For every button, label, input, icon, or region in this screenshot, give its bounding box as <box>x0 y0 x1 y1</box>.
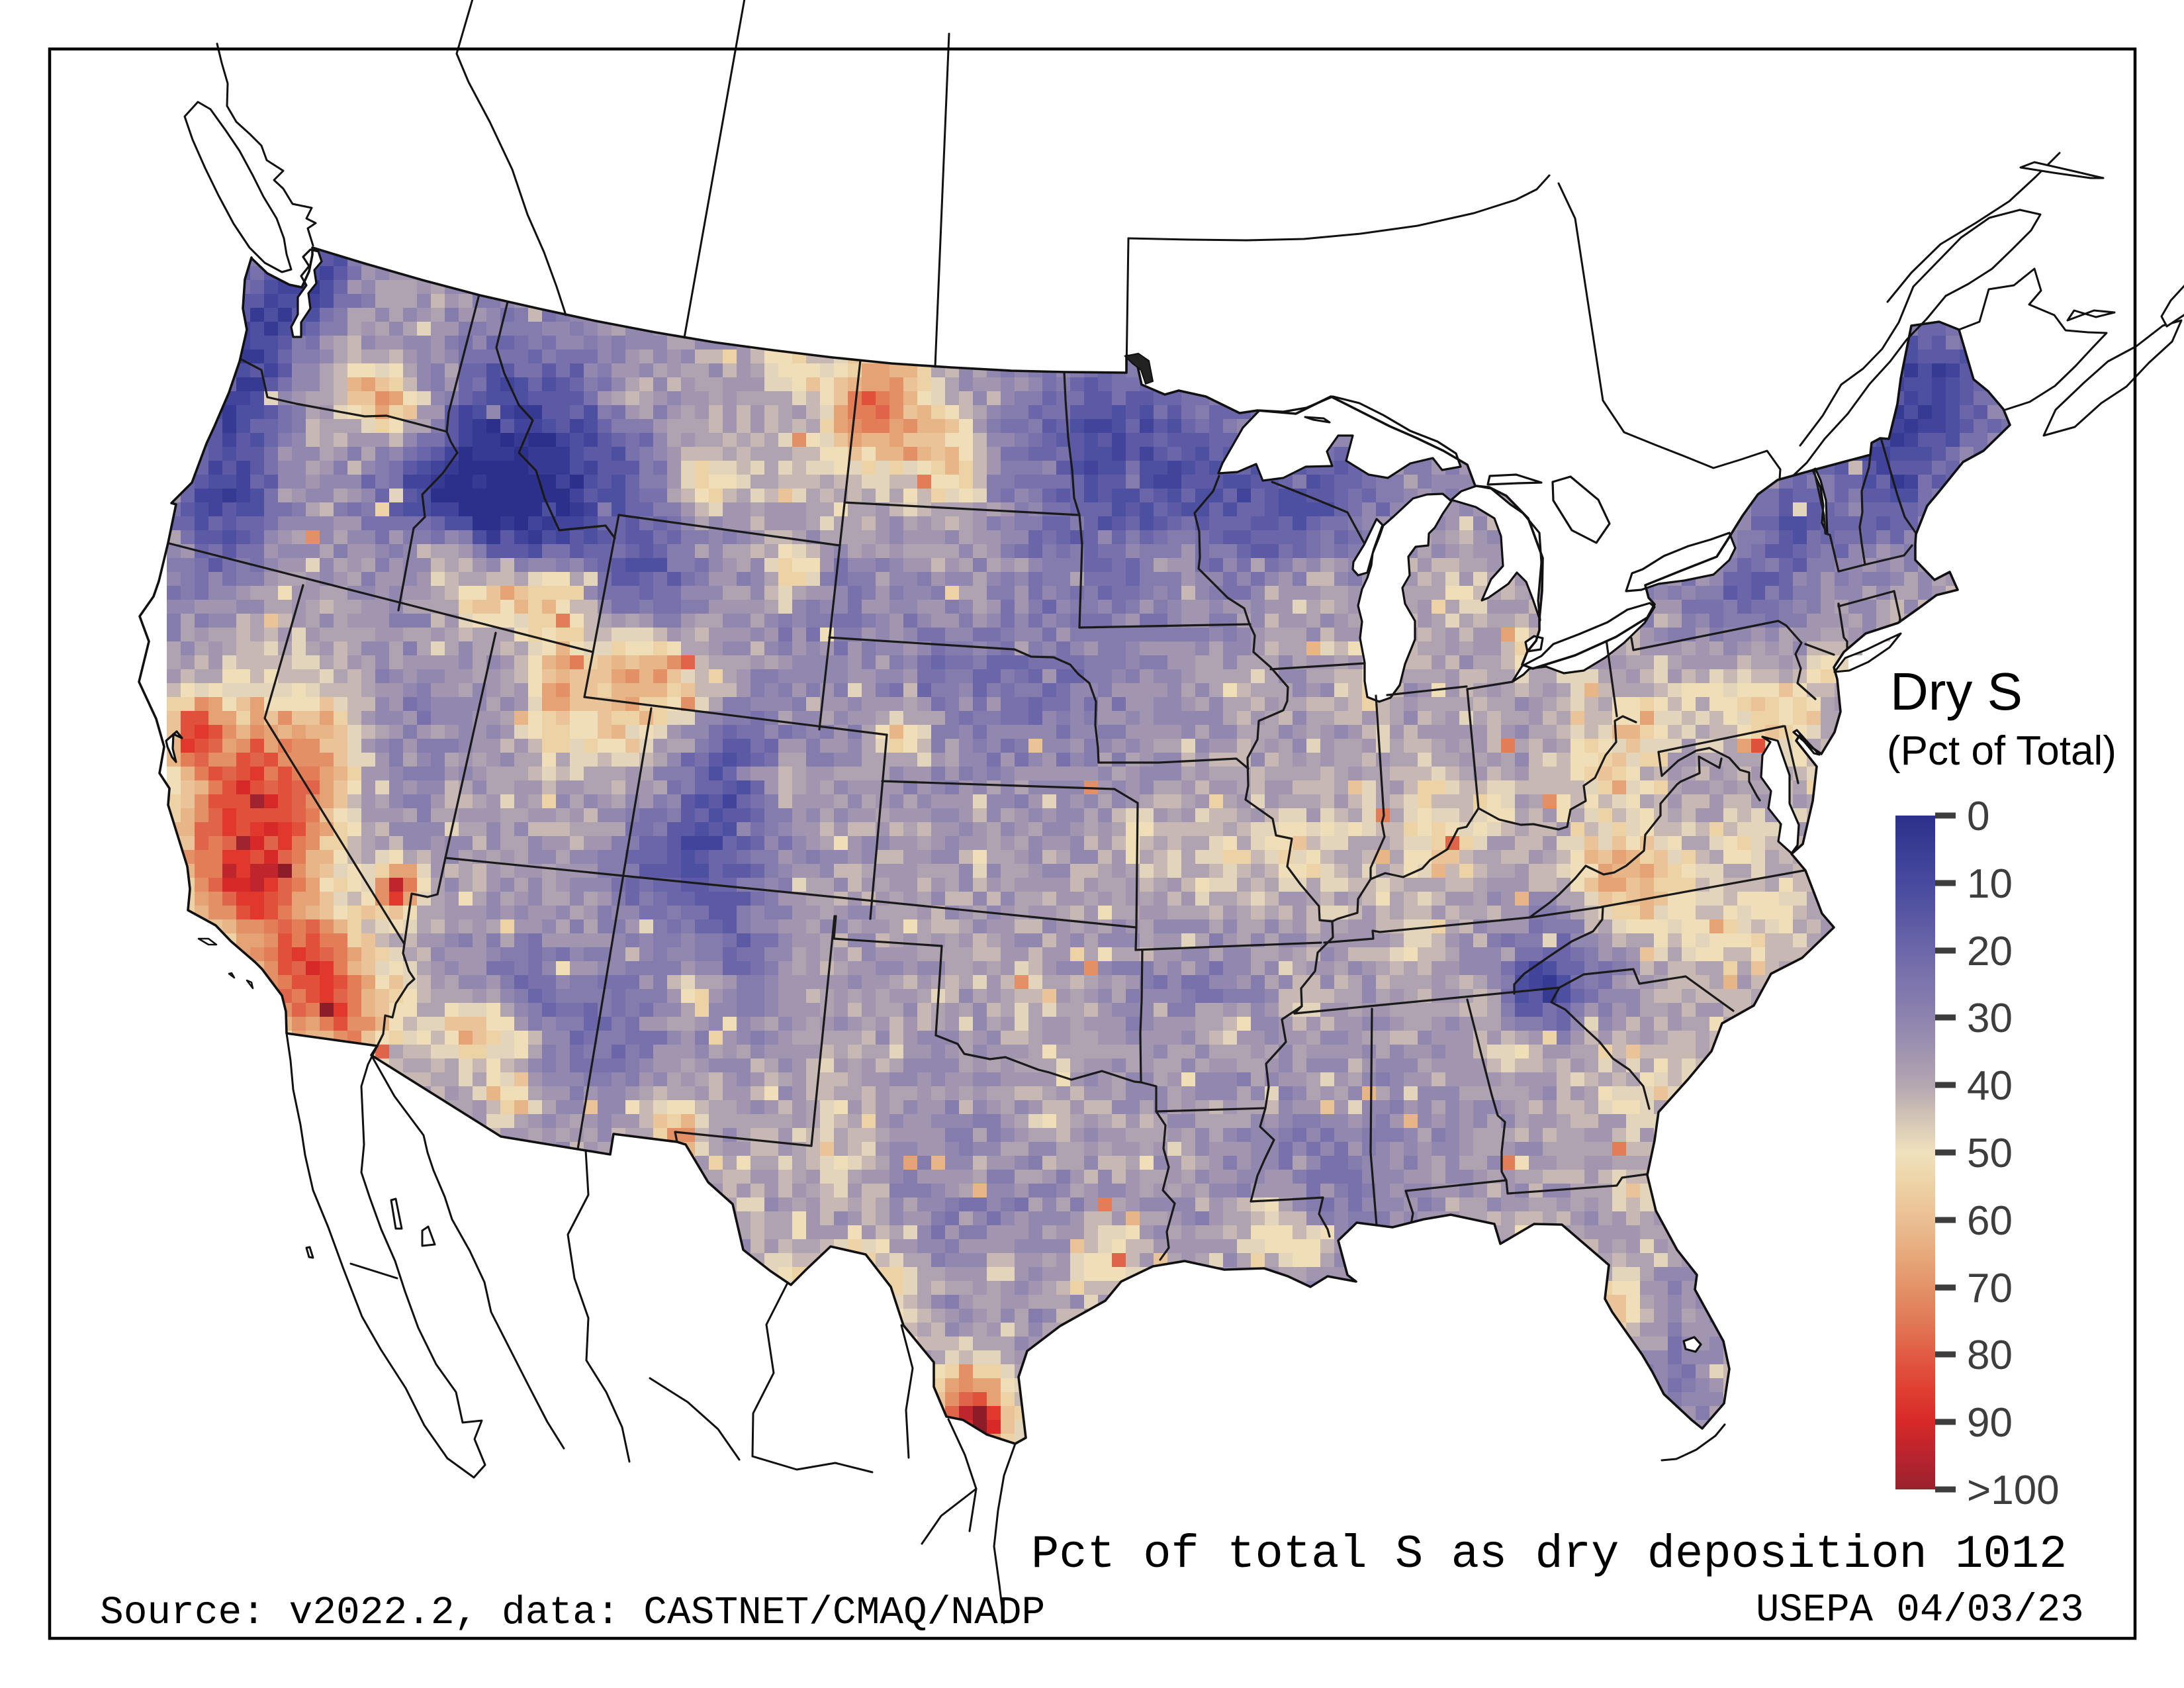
svg-text:Source: v2022.2, data: CASTNET: Source: v2022.2, data: CASTNET/CMAQ/NADP <box>100 1590 1045 1635</box>
svg-text:50: 50 <box>1967 1131 2013 1176</box>
svg-text:70: 70 <box>1967 1266 2013 1311</box>
svg-text:60: 60 <box>1967 1198 2013 1244</box>
svg-text:20: 20 <box>1967 929 2013 974</box>
svg-text:0: 0 <box>1967 794 1989 839</box>
svg-text:Pct of total S as dry depositi: Pct of total S as dry deposition 1012 <box>1031 1528 2067 1581</box>
svg-text:Dry S: Dry S <box>1890 662 2023 721</box>
svg-text:40: 40 <box>1967 1063 2013 1109</box>
svg-text:10: 10 <box>1967 861 2013 907</box>
svg-text:(Pct of Total): (Pct of Total) <box>1887 728 2116 774</box>
svg-text:30: 30 <box>1967 996 2013 1041</box>
svg-text:90: 90 <box>1967 1400 2013 1446</box>
svg-text:USEPA 04/03/23: USEPA 04/03/23 <box>1756 1588 2084 1632</box>
svg-text:80: 80 <box>1967 1333 2013 1378</box>
svg-text:>100: >100 <box>1967 1468 2060 1513</box>
